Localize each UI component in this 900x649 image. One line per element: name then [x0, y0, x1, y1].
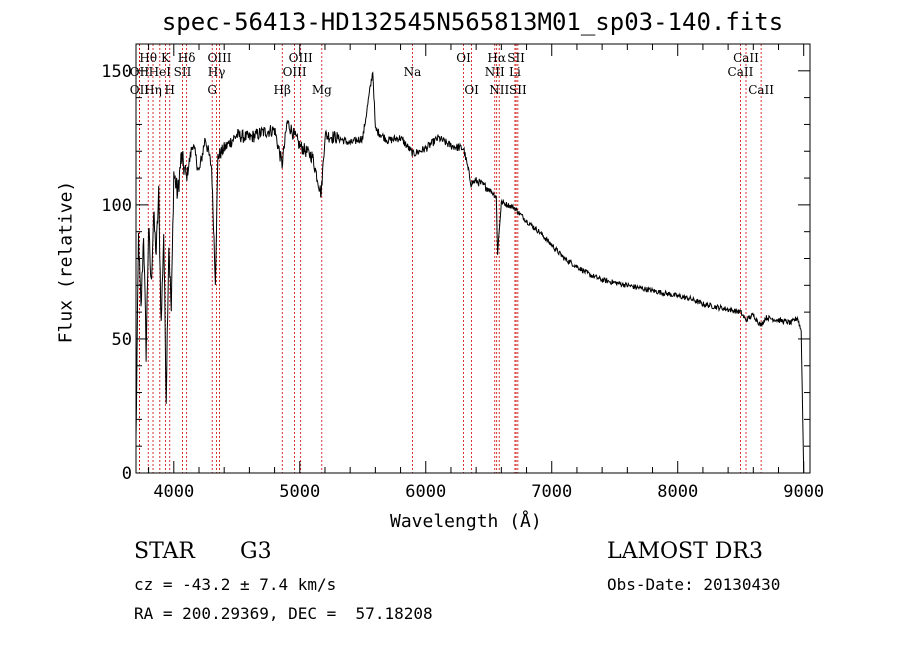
line-label-8: Hδ	[178, 51, 196, 65]
line-label-18: OI	[464, 83, 479, 97]
line-label-13: OIII	[283, 65, 307, 79]
object-class: STAR	[134, 539, 195, 564]
x-axis-label: Wavelength (Å)	[390, 511, 542, 532]
x-tick-label-5: 9000	[783, 482, 824, 502]
line-label-20: NII	[489, 83, 509, 97]
spectrum-series	[135, 71, 805, 474]
x-tick-label-1: 5000	[279, 482, 320, 502]
y-axis-ticks: 0 50 100 150	[101, 62, 810, 484]
y-tick-label-2: 100	[101, 196, 132, 216]
plot-frame	[135, 43, 811, 474]
coordinates-info: RA = 200.29369, DEC = 57.18208	[134, 604, 433, 623]
line-label-12: Hβ	[274, 83, 291, 97]
line-label-16: Na	[404, 65, 422, 79]
y-tick-label-1: 50	[112, 330, 132, 350]
line-label-11: G	[207, 83, 217, 97]
x-tick-label-3: 7000	[531, 482, 572, 502]
line-label-19: NII	[485, 65, 505, 79]
spectral-line-markers	[139, 44, 762, 473]
y-axis-label: Flux (relative)	[55, 180, 77, 344]
line-label-21: Hα	[487, 51, 506, 65]
line-label-3: Hη	[144, 83, 162, 97]
line-label-26: CaII	[733, 51, 759, 65]
line-label-24: Li	[509, 65, 521, 79]
line-label-23: SII	[509, 83, 527, 97]
line-label-9: OIII	[207, 51, 231, 65]
object-subclass: G3	[240, 539, 272, 564]
line-label-15: Mg	[312, 83, 332, 97]
line-label-7: SII	[174, 65, 192, 79]
line-label-14: OIII	[289, 51, 313, 65]
chart-title: spec-56413-HD132545N565813M01_sp03-140.f…	[161, 8, 784, 36]
velocity-info: cz = -43.2 ± 7.4 km/s	[134, 575, 337, 594]
observation-date: Obs-Date: 20130430	[607, 575, 781, 594]
line-label-27: CaII	[748, 83, 774, 97]
survey-name: LAMOST DR3	[607, 539, 763, 564]
y-tick-label-0: 0	[122, 464, 132, 484]
line-label-25: CaII	[728, 65, 754, 79]
line-label-6: H	[165, 83, 175, 97]
line-label-1: OII	[130, 65, 150, 79]
x-tick-label-0: 4000	[153, 482, 194, 502]
x-tick-label-4: 8000	[657, 482, 698, 502]
y-tick-label-3: 150	[101, 62, 132, 82]
line-label-4: HeI	[149, 65, 172, 79]
line-label-0: Hθ	[139, 51, 157, 65]
line-label-5: K	[161, 51, 171, 65]
line-label-22: SII	[507, 51, 525, 65]
x-tick-label-2: 6000	[405, 482, 446, 502]
x-axis-ticks: 4000 5000 6000 7000 8000 9000	[148, 44, 824, 502]
line-label-2: OII	[130, 83, 150, 97]
line-label-17: OI	[456, 51, 471, 65]
line-label-10: Hγ	[208, 65, 226, 79]
